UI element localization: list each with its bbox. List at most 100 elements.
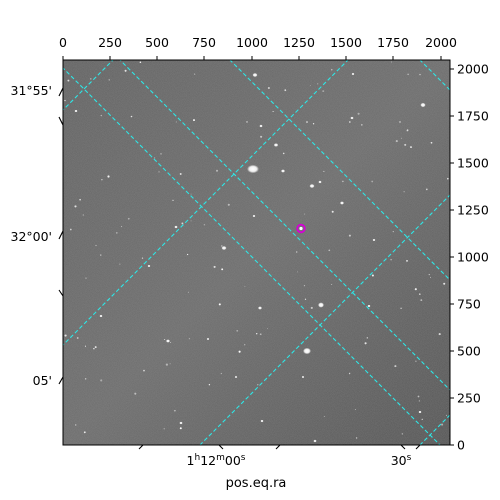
faint-star bbox=[418, 400, 421, 402]
faint-star bbox=[215, 169, 219, 172]
dec-tick-label: 05' bbox=[33, 373, 52, 388]
faint-star bbox=[401, 433, 403, 435]
dec-tick bbox=[58, 87, 64, 97]
faint-star bbox=[371, 274, 374, 277]
faint-star bbox=[395, 140, 398, 143]
faint-star bbox=[348, 372, 351, 375]
faint-star bbox=[165, 363, 168, 366]
faint-star bbox=[82, 214, 84, 216]
star bbox=[252, 73, 258, 77]
faint-star bbox=[90, 78, 92, 80]
faint-star bbox=[227, 203, 230, 206]
faint-star bbox=[172, 199, 174, 202]
faint-star bbox=[428, 274, 430, 276]
faint-star bbox=[107, 175, 110, 178]
faint-star bbox=[134, 392, 137, 395]
faint-star bbox=[158, 171, 160, 173]
faint-star bbox=[364, 342, 367, 345]
star bbox=[174, 225, 178, 229]
right-tick-label: 0 bbox=[457, 438, 465, 453]
top-pixel-axis: 0 250 500 750 1000 1250 1500 1750 2000 bbox=[59, 35, 457, 60]
star bbox=[418, 410, 422, 414]
star bbox=[309, 184, 315, 188]
faint-star bbox=[181, 222, 184, 225]
faint-star bbox=[164, 339, 166, 341]
top-tick-label: 1500 bbox=[330, 35, 362, 50]
star bbox=[260, 419, 264, 423]
faint-star bbox=[342, 180, 344, 183]
star bbox=[206, 337, 210, 341]
faint-star bbox=[179, 173, 182, 175]
star bbox=[252, 214, 256, 218]
faint-star bbox=[282, 152, 285, 155]
faint-star bbox=[160, 153, 162, 155]
faint-star bbox=[101, 178, 103, 181]
sky-image bbox=[63, 60, 450, 445]
faint-star bbox=[186, 253, 189, 256]
faint-star bbox=[415, 360, 417, 362]
faint-star bbox=[390, 258, 392, 261]
ra-tick bbox=[138, 444, 144, 450]
faint-star bbox=[406, 260, 408, 262]
faint-star bbox=[348, 234, 351, 237]
faint-star bbox=[328, 249, 331, 252]
faint-star bbox=[76, 337, 79, 339]
right-pixel-axis: 0 250 500 750 1000 1250 1500 1750 2000 bbox=[450, 62, 489, 453]
faint-star bbox=[438, 333, 441, 336]
faint-star bbox=[193, 119, 195, 122]
x-axis-title: pos.eq.ra bbox=[226, 476, 287, 491]
faint-star bbox=[220, 372, 222, 375]
top-tick-label: 1750 bbox=[377, 35, 409, 50]
star bbox=[350, 116, 354, 120]
faint-star bbox=[312, 123, 315, 125]
right-tick-label: 1500 bbox=[457, 156, 489, 171]
faint-star bbox=[188, 291, 190, 293]
faint-star bbox=[108, 79, 110, 81]
faint-star bbox=[399, 121, 401, 123]
faint-star bbox=[203, 224, 206, 226]
faint-star bbox=[404, 143, 407, 146]
faint-star bbox=[67, 79, 70, 82]
faint-star bbox=[360, 124, 363, 126]
faint-star bbox=[238, 350, 241, 353]
faint-star bbox=[304, 298, 307, 300]
faint-star bbox=[246, 121, 248, 123]
faint-star bbox=[100, 114, 103, 117]
faint-star bbox=[443, 282, 446, 285]
ra-tick bbox=[218, 444, 224, 450]
faint-star bbox=[115, 231, 118, 234]
faint-star bbox=[390, 61, 392, 63]
top-tick-label: 2000 bbox=[425, 35, 457, 50]
star bbox=[301, 375, 305, 379]
star-field bbox=[64, 61, 449, 443]
faint-star bbox=[119, 263, 121, 265]
faint-star bbox=[406, 129, 409, 131]
star bbox=[221, 246, 227, 250]
faint-star bbox=[221, 268, 224, 271]
faint-star bbox=[244, 285, 246, 287]
star bbox=[318, 302, 324, 308]
faint-star bbox=[179, 427, 182, 430]
faint-star bbox=[130, 115, 133, 118]
star bbox=[420, 102, 426, 108]
faint-star bbox=[127, 217, 130, 220]
star bbox=[247, 164, 259, 174]
ra-gridline bbox=[63, 60, 349, 346]
faint-star bbox=[267, 328, 268, 330]
faint-star bbox=[218, 303, 221, 306]
faint-star bbox=[304, 213, 306, 215]
faint-star bbox=[272, 110, 274, 113]
right-tick-label: 500 bbox=[457, 344, 481, 359]
faint-star bbox=[236, 329, 239, 332]
faint-star bbox=[188, 338, 190, 340]
star bbox=[351, 72, 355, 76]
faint-star bbox=[83, 431, 86, 434]
faint-star bbox=[355, 437, 358, 439]
star bbox=[372, 238, 376, 242]
faint-star bbox=[75, 424, 77, 426]
ra-tick bbox=[275, 444, 281, 450]
star bbox=[74, 109, 78, 113]
faint-star bbox=[257, 384, 259, 386]
dec-tick-label: 31°55' bbox=[11, 83, 53, 98]
